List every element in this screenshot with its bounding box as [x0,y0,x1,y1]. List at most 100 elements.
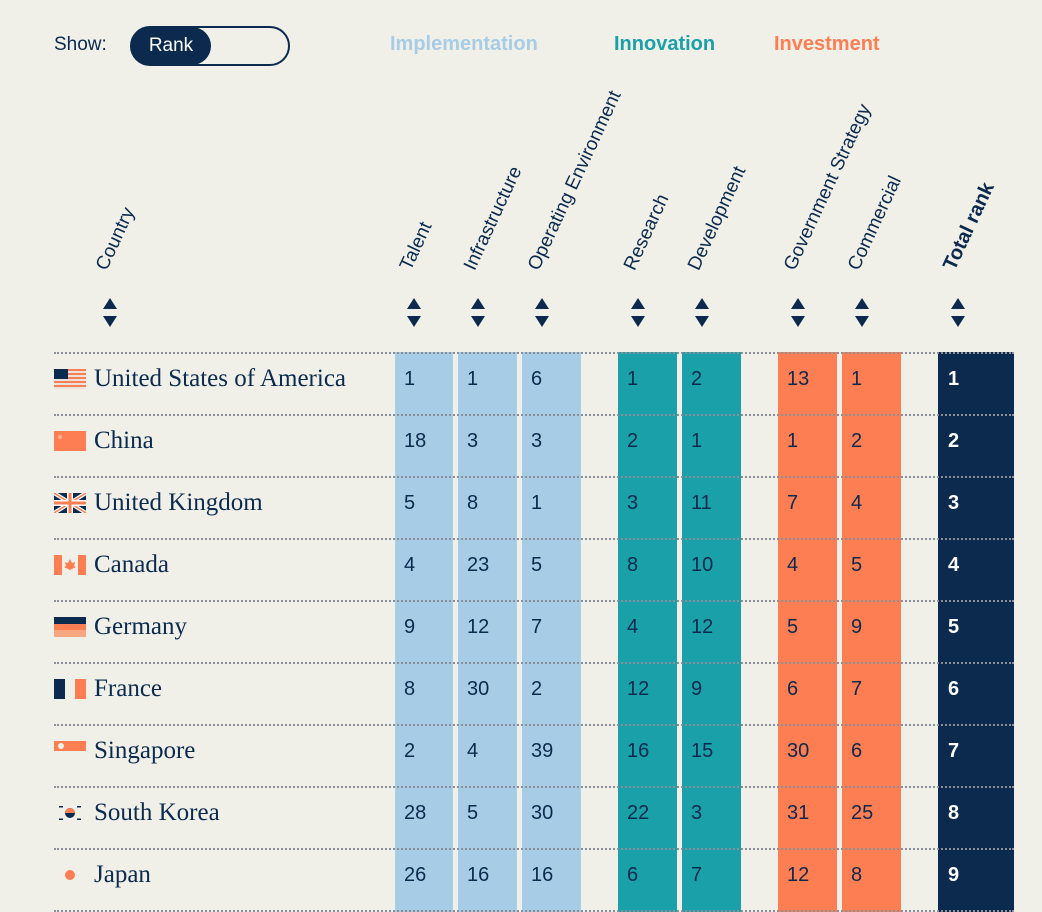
sort-operating-environment-button[interactable] [534,298,550,332]
commercial-cell: 4 [851,492,863,514]
talent-cell: 26 [404,864,427,886]
total-rank-cell: 7 [948,740,960,762]
sort-down-icon [631,316,645,327]
row-divider [54,848,1014,850]
development-cell: 2 [691,368,703,390]
sort-country-button[interactable] [102,298,118,332]
country-name: South Korea [94,799,220,826]
sort-down-icon [407,316,421,327]
talent-cell: 8 [404,678,416,700]
sort-commercial-button[interactable] [854,298,870,332]
research-column-bg [618,352,677,912]
government-strategy-column-bg [778,352,837,912]
operating-environment-cell: 30 [531,802,554,824]
usa-flag-icon [54,369,86,389]
research-cell: 1 [627,368,639,390]
table-row: United Kingdom 5 8 1 3 11 7 4 3 [0,476,1042,538]
total-rank-cell: 9 [948,864,960,886]
development-column-bg [682,352,741,912]
sort-research-button[interactable] [630,298,646,332]
table-row: Germany 9 12 7 4 12 5 9 5 [0,600,1042,662]
talent-cell: 18 [404,430,427,452]
government-strategy-cell: 13 [787,368,810,390]
uk-flag-icon [52,491,88,515]
government-strategy-cell: 4 [787,554,799,576]
header-development: Development [684,163,751,274]
operating-environment-cell: 2 [531,678,543,700]
show-label: Show: [54,34,107,55]
country-name: Canada [94,551,169,578]
government-strategy-cell: 6 [787,678,799,700]
country-name: Germany [94,613,188,640]
total-rank-cell: 5 [948,616,960,638]
development-cell: 10 [691,554,714,576]
infrastructure-column-bg [458,352,517,912]
china-flag-icon [54,431,86,451]
row-divider [54,724,1014,726]
commercial-cell: 2 [851,430,863,452]
talent-cell: 4 [404,554,416,576]
development-cell: 3 [691,802,703,824]
operating-environment-cell: 7 [531,616,543,638]
sort-up-icon [535,298,549,309]
header-research: Research [620,190,674,274]
commercial-column-bg [842,352,901,912]
operating-environment-cell: 6 [531,368,543,390]
infrastructure-cell: 16 [467,864,490,886]
total-rank-cell: 3 [948,492,960,514]
commercial-cell: 8 [851,864,863,886]
france-flag-icon [54,679,86,699]
commercial-cell: 25 [851,802,874,824]
sort-total-rank-button[interactable] [950,298,966,332]
talent-cell: 28 [404,802,427,824]
row-divider [54,910,1014,912]
commercial-cell: 9 [851,616,863,638]
sort-down-icon [791,316,805,327]
infrastructure-cell: 3 [467,430,479,452]
header-infrastructure: Infrastructure [460,163,527,274]
toggle-selected-rank[interactable]: Rank [131,27,211,65]
header-talent: Talent [396,218,437,274]
sort-up-icon [951,298,965,309]
header-country: Country [92,204,140,274]
sort-infrastructure-button[interactable] [470,298,486,332]
table-row: Japan 26 16 16 6 7 12 8 9 [0,848,1042,910]
row-divider [54,538,1014,540]
government-strategy-cell: 1 [787,430,799,452]
sort-up-icon [103,298,117,309]
header-commercial: Commercial [844,172,906,274]
total-rank-cell: 2 [948,430,960,452]
research-cell: 16 [627,740,650,762]
table-row: United States of America 1 1 6 1 2 13 1 1 [0,352,1042,414]
talent-cell: 9 [404,616,416,638]
sort-development-button[interactable] [694,298,710,332]
talent-cell: 1 [404,368,416,390]
country-name: China [94,427,154,454]
government-strategy-cell: 7 [787,492,799,514]
south-korea-flag-icon [54,803,86,823]
total-rank-cell: 6 [948,678,960,700]
sort-down-icon [951,316,965,327]
sort-government-strategy-button[interactable] [790,298,806,332]
research-cell: 2 [627,430,639,452]
sort-talent-button[interactable] [406,298,422,332]
infrastructure-cell: 30 [467,678,490,700]
country-name: Singapore [94,737,196,764]
infrastructure-cell: 8 [467,492,479,514]
legend-investment: Investment [774,33,880,55]
country-name: United States of America [94,365,347,392]
row-divider [54,786,1014,788]
row-divider [54,414,1014,416]
row-divider [54,662,1014,664]
row-divider [54,476,1014,478]
header-operating-environment: Operating Environment [524,87,626,274]
operating-environment-column-bg [522,352,581,912]
rank-score-toggle[interactable]: Rank [130,26,290,66]
japan-flag-icon [54,865,86,885]
development-cell: 7 [691,864,703,886]
government-strategy-cell: 5 [787,616,799,638]
operating-environment-cell: 3 [531,430,543,452]
country-name: United Kingdom [94,489,263,516]
development-cell: 9 [691,678,703,700]
talent-cell: 2 [404,740,416,762]
